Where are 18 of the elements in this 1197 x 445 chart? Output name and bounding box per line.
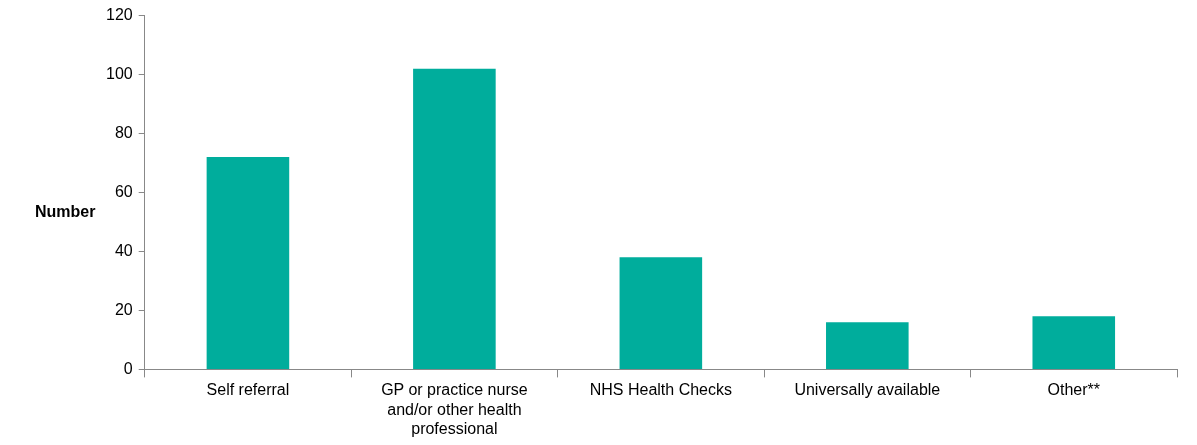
bar — [619, 257, 703, 369]
y-tick-label: 100 — [105, 64, 133, 82]
x-tick-label: GP or practice nurse and/or other health professional — [381, 381, 528, 437]
bar — [413, 68, 496, 369]
bar — [206, 157, 290, 369]
x-tick-label: Other** — [1047, 381, 1100, 399]
x-tick-label: NHS Health Checks — [589, 381, 732, 399]
y-tick-label: 0 — [123, 359, 133, 377]
y-tick-label: 80 — [114, 123, 133, 141]
y-tick-label: 40 — [114, 241, 133, 259]
y-tick-label: 20 — [114, 300, 133, 318]
x-tick-label: Universally available — [794, 381, 941, 399]
y-tick-label: 60 — [114, 182, 133, 200]
y-axis-title: Number — [35, 202, 96, 220]
bar — [1032, 316, 1116, 369]
bar — [826, 322, 909, 369]
x-tick-label: Self referral — [206, 381, 290, 399]
y-tick-label: 120 — [105, 6, 133, 24]
